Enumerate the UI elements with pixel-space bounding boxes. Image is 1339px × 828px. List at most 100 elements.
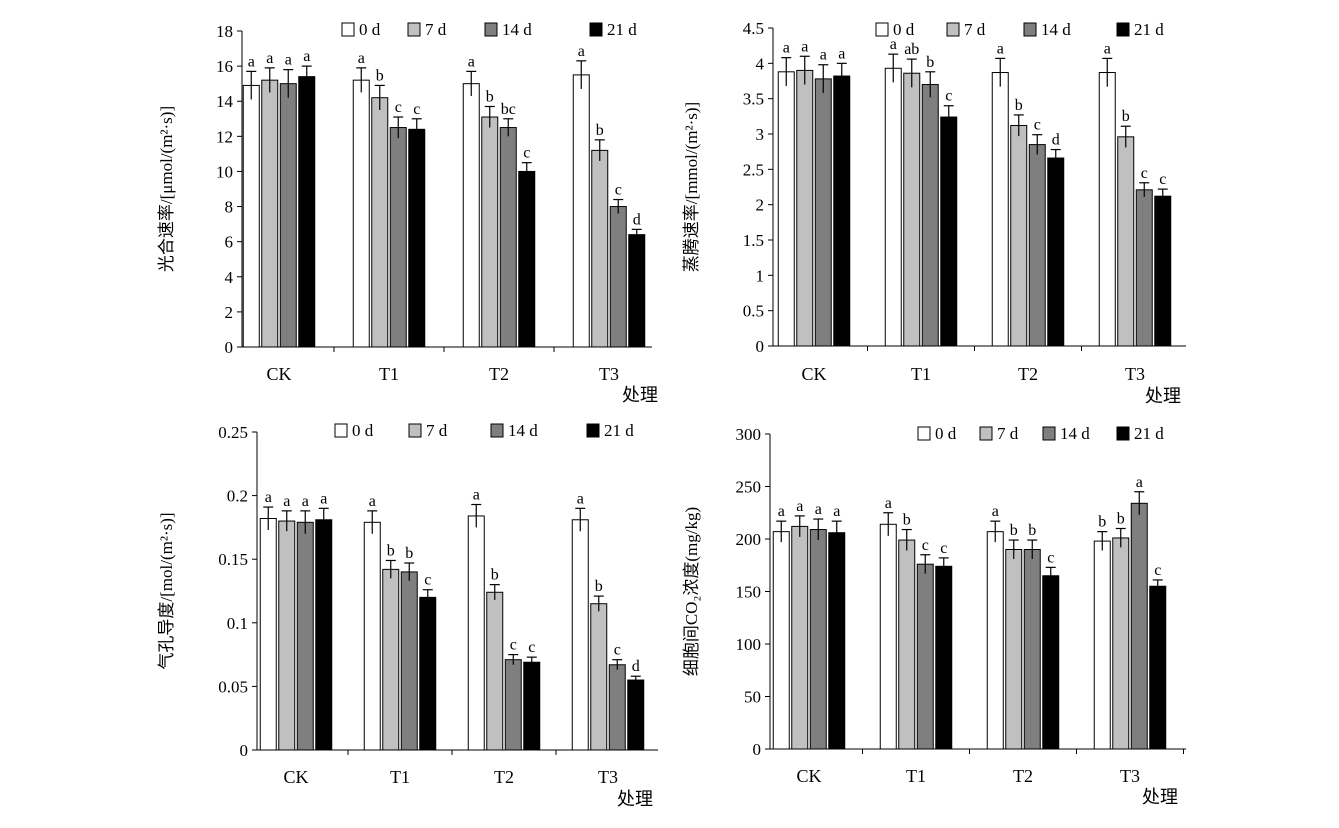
bar <box>903 72 921 347</box>
bar <box>572 74 590 348</box>
y-tick-label: 100 <box>736 635 762 654</box>
legend-label: 21 d <box>1134 20 1164 39</box>
significance-label: a <box>320 490 327 507</box>
significance-label: a <box>997 40 1004 57</box>
x-category-label: T2 <box>1018 364 1038 384</box>
y-tick-label: 12 <box>216 127 233 146</box>
bar <box>481 116 499 348</box>
y-tick-label: 0.15 <box>218 550 248 569</box>
significance-label: c <box>523 145 530 162</box>
bar <box>772 531 790 750</box>
y-axis-title: 气孔导度/[mol/(m²·s)] <box>157 512 176 669</box>
y-tick-label: 0.2 <box>227 487 248 506</box>
bar <box>261 79 279 348</box>
significance-label: b <box>486 88 494 105</box>
significance-label: a <box>890 36 897 53</box>
bar <box>315 519 333 751</box>
bar <box>467 515 485 751</box>
bar <box>1005 549 1023 750</box>
significance-label: a <box>578 43 585 60</box>
x-category-label: CK <box>266 364 291 384</box>
significance-label: a <box>992 503 999 520</box>
bar <box>1154 195 1172 347</box>
significance-label: a <box>1104 40 1111 57</box>
bar <box>1023 549 1041 750</box>
bar <box>518 170 536 348</box>
legend-swatch <box>946 22 960 37</box>
x-category-label: CK <box>796 766 821 786</box>
significance-label: a <box>283 493 290 510</box>
significance-label: a <box>796 498 803 515</box>
x-category-label: T1 <box>390 767 410 787</box>
y-tick-label: 3.5 <box>743 90 764 109</box>
legend-swatch <box>484 22 498 37</box>
significance-label: c <box>614 642 621 659</box>
significance-label: b <box>903 512 911 529</box>
legend-swatch <box>586 423 600 438</box>
significance-label: a <box>833 503 840 520</box>
bar <box>419 596 437 751</box>
x-axis-title: 处理 <box>622 385 658 405</box>
significance-label: a <box>265 489 272 506</box>
bar <box>1028 144 1046 347</box>
y-tick-label: 150 <box>736 583 762 602</box>
legend-label: 21 d <box>604 421 634 440</box>
y-tick-label: 6 <box>225 233 234 252</box>
legend-swatch <box>334 423 348 438</box>
bar <box>259 517 277 751</box>
y-tick-label: 0 <box>240 741 249 760</box>
bar <box>828 532 846 750</box>
bar <box>1098 72 1116 347</box>
bar <box>363 521 381 751</box>
y-tick-label: 0 <box>753 740 762 759</box>
bar <box>940 116 958 347</box>
significance-label: b <box>1015 97 1023 114</box>
x-category-label: T3 <box>599 364 619 384</box>
bar <box>879 523 897 750</box>
bar <box>371 97 389 348</box>
bar <box>1135 189 1153 347</box>
significance-label: b <box>926 54 934 71</box>
bar <box>791 525 809 750</box>
bar <box>298 76 316 348</box>
bar <box>809 529 827 750</box>
significance-label: c <box>413 101 420 118</box>
x-axis-title: 处理 <box>617 789 653 809</box>
significance-label: a <box>838 45 845 62</box>
bar <box>352 79 370 348</box>
x-category-label: T3 <box>1125 364 1145 384</box>
bar <box>462 83 480 348</box>
bar <box>523 661 541 751</box>
bar <box>796 69 814 347</box>
bar <box>1010 125 1028 347</box>
x-category-label: T2 <box>489 364 509 384</box>
significance-label: a <box>885 495 892 512</box>
significance-label: b <box>596 122 604 139</box>
y-tick-label: 4 <box>756 54 765 73</box>
significance-label: c <box>1154 562 1161 579</box>
significance-label: c <box>395 99 402 116</box>
y-tick-label: 1.5 <box>743 231 764 250</box>
y-tick-label: 10 <box>216 162 233 181</box>
bar <box>935 565 953 750</box>
bar <box>242 84 260 348</box>
bar <box>1117 136 1135 347</box>
significance-label: a <box>783 40 790 57</box>
bar <box>833 75 851 347</box>
significance-label: b <box>595 578 603 595</box>
bar <box>898 539 916 750</box>
significance-label: b <box>1117 511 1125 528</box>
significance-label: a <box>266 50 273 67</box>
bar <box>884 67 902 347</box>
significance-label: d <box>1052 132 1060 149</box>
legend-label: 7 d <box>425 20 447 39</box>
x-axis-title: 处理 <box>1142 787 1178 807</box>
y-tick-label: 1 <box>756 266 765 285</box>
legend-label: 7 d <box>964 20 986 39</box>
significance-label: b <box>1028 522 1036 539</box>
legend-label: 0 d <box>893 20 915 39</box>
bar <box>916 563 934 750</box>
x-category-label: T2 <box>494 767 514 787</box>
